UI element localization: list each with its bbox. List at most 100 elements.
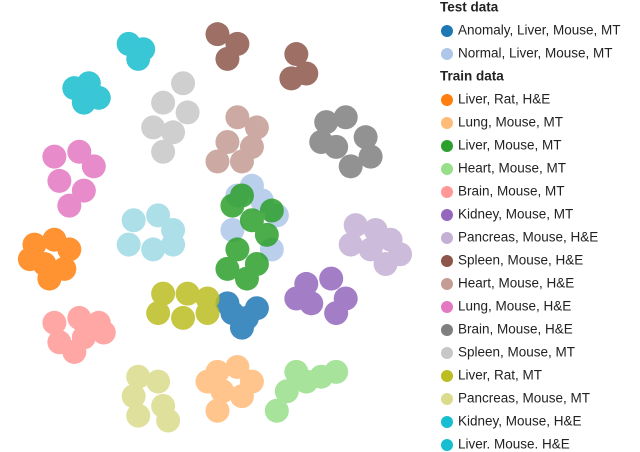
point (91, 320, 116, 345)
cluster (121, 364, 181, 433)
point (324, 301, 349, 326)
point (259, 198, 284, 223)
point (358, 144, 383, 169)
legend-label: Lung, Mouse, H&E (458, 299, 571, 314)
cluster (264, 359, 349, 423)
point (225, 105, 250, 130)
cluster (215, 183, 284, 291)
point (215, 130, 240, 155)
cluster (205, 105, 269, 174)
point (353, 125, 378, 150)
point (141, 237, 166, 262)
legend-marker (441, 439, 453, 451)
point (161, 232, 186, 257)
point (42, 144, 67, 169)
cluster (146, 281, 220, 330)
point (195, 301, 220, 326)
point (151, 90, 176, 115)
point (274, 379, 299, 404)
point (215, 256, 240, 281)
legend-label: Heart, Mouse, MT (458, 161, 566, 176)
legend-marker (441, 324, 453, 336)
point (126, 364, 151, 389)
legend-marker (441, 278, 453, 290)
legend-label: Liver, Rat, MT (458, 368, 542, 383)
legend-marker (441, 255, 453, 267)
point (215, 291, 240, 316)
point (126, 403, 151, 428)
point (37, 266, 62, 291)
legend-marker (441, 209, 453, 221)
cluster (284, 266, 358, 326)
legend-marker (441, 140, 453, 152)
point (57, 193, 82, 218)
legend-label: Liver. Mouse. H&E (458, 437, 570, 452)
legend-marker (441, 117, 453, 129)
point (264, 398, 289, 423)
legend-label: Pancreas, Mouse, H&E (458, 230, 598, 245)
point (229, 315, 254, 340)
legend-label: Anomaly, Liver, Mouse, MT (458, 23, 621, 38)
point (146, 369, 171, 394)
point (279, 66, 304, 91)
point (229, 149, 254, 174)
point (205, 398, 230, 423)
point (151, 139, 176, 164)
point (42, 310, 67, 335)
legend-label: Lung, Mouse, MT (458, 115, 563, 130)
point (146, 301, 171, 326)
point (373, 252, 398, 277)
point (47, 168, 72, 193)
cluster (309, 105, 383, 179)
legend-marker (441, 393, 453, 405)
legend-label: Liver, Mouse, MT (458, 138, 562, 153)
point (254, 222, 279, 247)
legend-marker (441, 232, 453, 244)
point (175, 100, 200, 125)
point (17, 247, 42, 272)
cluster (116, 31, 156, 71)
legend-label: Kidney, Mouse, MT (458, 207, 573, 222)
point (333, 105, 358, 130)
point (116, 232, 141, 257)
point (126, 46, 151, 71)
point (338, 232, 363, 257)
point (215, 46, 240, 71)
point (146, 203, 171, 228)
legend-marker (441, 347, 453, 359)
point (229, 384, 254, 409)
legend-label: Liver, Rat, H&E (458, 92, 550, 107)
legend-label: Normal, Liver, Mouse, MT (458, 46, 613, 61)
point (205, 149, 230, 174)
point (156, 408, 181, 433)
legend-label: Spleen, Mouse, MT (458, 345, 575, 360)
point (229, 183, 254, 208)
cluster (141, 71, 200, 164)
legend-label: Heart, Mouse, H&E (458, 276, 574, 291)
point (121, 208, 146, 233)
point (284, 42, 309, 67)
point (294, 369, 319, 394)
cluster (42, 139, 106, 218)
point (358, 237, 383, 262)
point (86, 85, 111, 110)
legend-group-title: Test data (440, 0, 499, 15)
legend-label: Spleen, Mouse, H&E (458, 253, 583, 268)
legend-marker (441, 186, 453, 198)
point (343, 213, 368, 238)
legend-group-title: Train data (440, 69, 504, 84)
point (220, 217, 245, 242)
point (62, 339, 87, 364)
legend-label: Kidney, Mouse, H&E (458, 414, 582, 429)
point (67, 305, 92, 330)
point (71, 178, 96, 203)
cluster (42, 305, 116, 364)
legend-label: Pancreas, Mouse, MT (458, 391, 590, 406)
point (171, 305, 196, 330)
point (67, 139, 92, 164)
point (244, 296, 269, 321)
point (57, 237, 82, 262)
legend-marker (441, 301, 453, 313)
point (338, 154, 363, 179)
